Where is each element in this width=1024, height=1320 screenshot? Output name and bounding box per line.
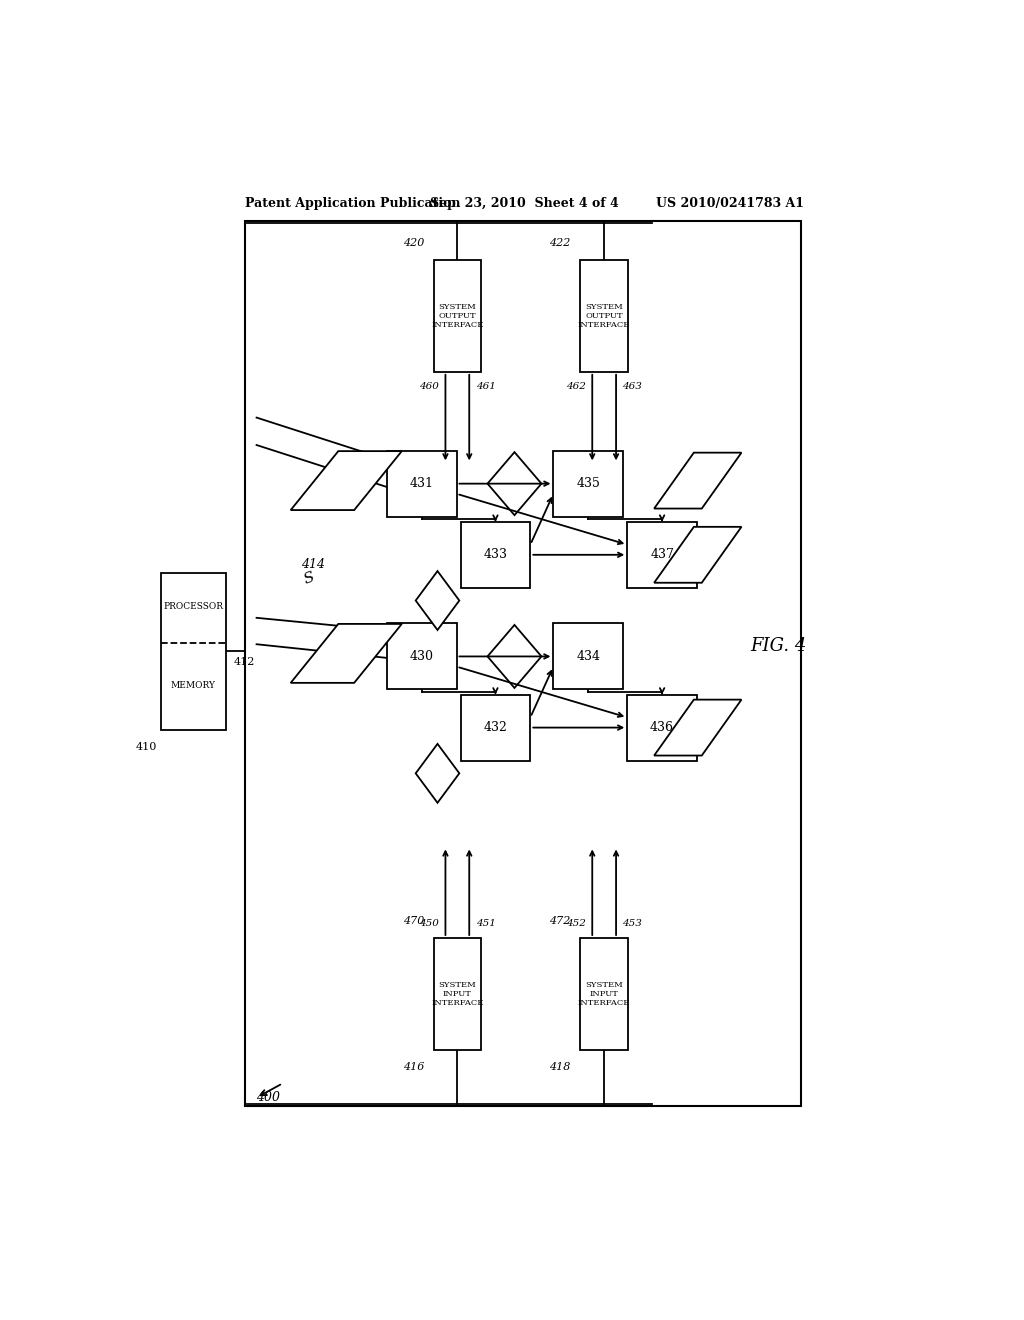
Text: 437: 437 <box>650 548 674 561</box>
Bar <box>627 694 697 760</box>
Text: 472: 472 <box>550 916 570 925</box>
Text: 436: 436 <box>650 721 674 734</box>
Polygon shape <box>654 700 741 755</box>
Text: 400: 400 <box>256 1092 281 1104</box>
Bar <box>433 939 481 1049</box>
Text: 422: 422 <box>550 238 570 248</box>
Text: SYSTEM
OUTPUT
INTERFACE: SYSTEM OUTPUT INTERFACE <box>431 302 483 329</box>
Text: 434: 434 <box>577 649 600 663</box>
Bar <box>246 222 801 1106</box>
Polygon shape <box>291 451 401 510</box>
Text: 430: 430 <box>410 649 433 663</box>
Text: 470: 470 <box>402 916 424 925</box>
Polygon shape <box>416 744 460 803</box>
Polygon shape <box>654 453 741 508</box>
Bar <box>461 521 530 587</box>
Text: S: S <box>302 570 316 586</box>
Text: 463: 463 <box>623 381 642 391</box>
Bar <box>387 450 457 516</box>
Bar <box>161 573 225 730</box>
Bar <box>627 521 697 587</box>
Text: 435: 435 <box>577 477 600 490</box>
Text: 420: 420 <box>402 238 424 248</box>
Text: 418: 418 <box>550 1063 570 1072</box>
Bar <box>461 694 530 760</box>
Text: SYSTEM
OUTPUT
INTERFACE: SYSTEM OUTPUT INTERFACE <box>578 302 631 329</box>
Bar <box>581 939 628 1049</box>
Text: US 2010/0241783 A1: US 2010/0241783 A1 <box>656 197 804 210</box>
Text: 452: 452 <box>566 919 586 928</box>
Bar <box>433 260 481 372</box>
Text: 460: 460 <box>419 381 439 391</box>
Text: Sep. 23, 2010  Sheet 4 of 4: Sep. 23, 2010 Sheet 4 of 4 <box>430 197 620 210</box>
Text: 462: 462 <box>566 381 586 391</box>
Polygon shape <box>291 624 401 682</box>
Text: 433: 433 <box>483 548 508 561</box>
Text: 453: 453 <box>623 919 642 928</box>
Text: 416: 416 <box>402 1063 424 1072</box>
Bar <box>553 450 624 516</box>
Bar <box>553 623 624 689</box>
Text: 432: 432 <box>483 721 507 734</box>
Polygon shape <box>416 572 460 630</box>
Text: FIG. 4: FIG. 4 <box>751 638 807 655</box>
Polygon shape <box>654 527 741 582</box>
Text: SYSTEM
INPUT
INTERFACE: SYSTEM INPUT INTERFACE <box>578 981 631 1007</box>
Bar <box>387 623 457 689</box>
Text: 451: 451 <box>475 919 496 928</box>
Text: 450: 450 <box>419 919 439 928</box>
Text: 410: 410 <box>135 742 157 752</box>
Text: 414: 414 <box>301 558 325 572</box>
Text: MEMORY: MEMORY <box>171 681 216 690</box>
Text: Patent Application Publication: Patent Application Publication <box>246 197 461 210</box>
Text: 461: 461 <box>475 381 496 391</box>
Text: PROCESSOR: PROCESSOR <box>163 602 223 611</box>
Polygon shape <box>487 453 542 515</box>
Polygon shape <box>487 624 542 688</box>
Bar <box>581 260 628 372</box>
Text: 412: 412 <box>233 656 255 667</box>
Text: 431: 431 <box>410 477 433 490</box>
Text: SYSTEM
INPUT
INTERFACE: SYSTEM INPUT INTERFACE <box>431 981 483 1007</box>
